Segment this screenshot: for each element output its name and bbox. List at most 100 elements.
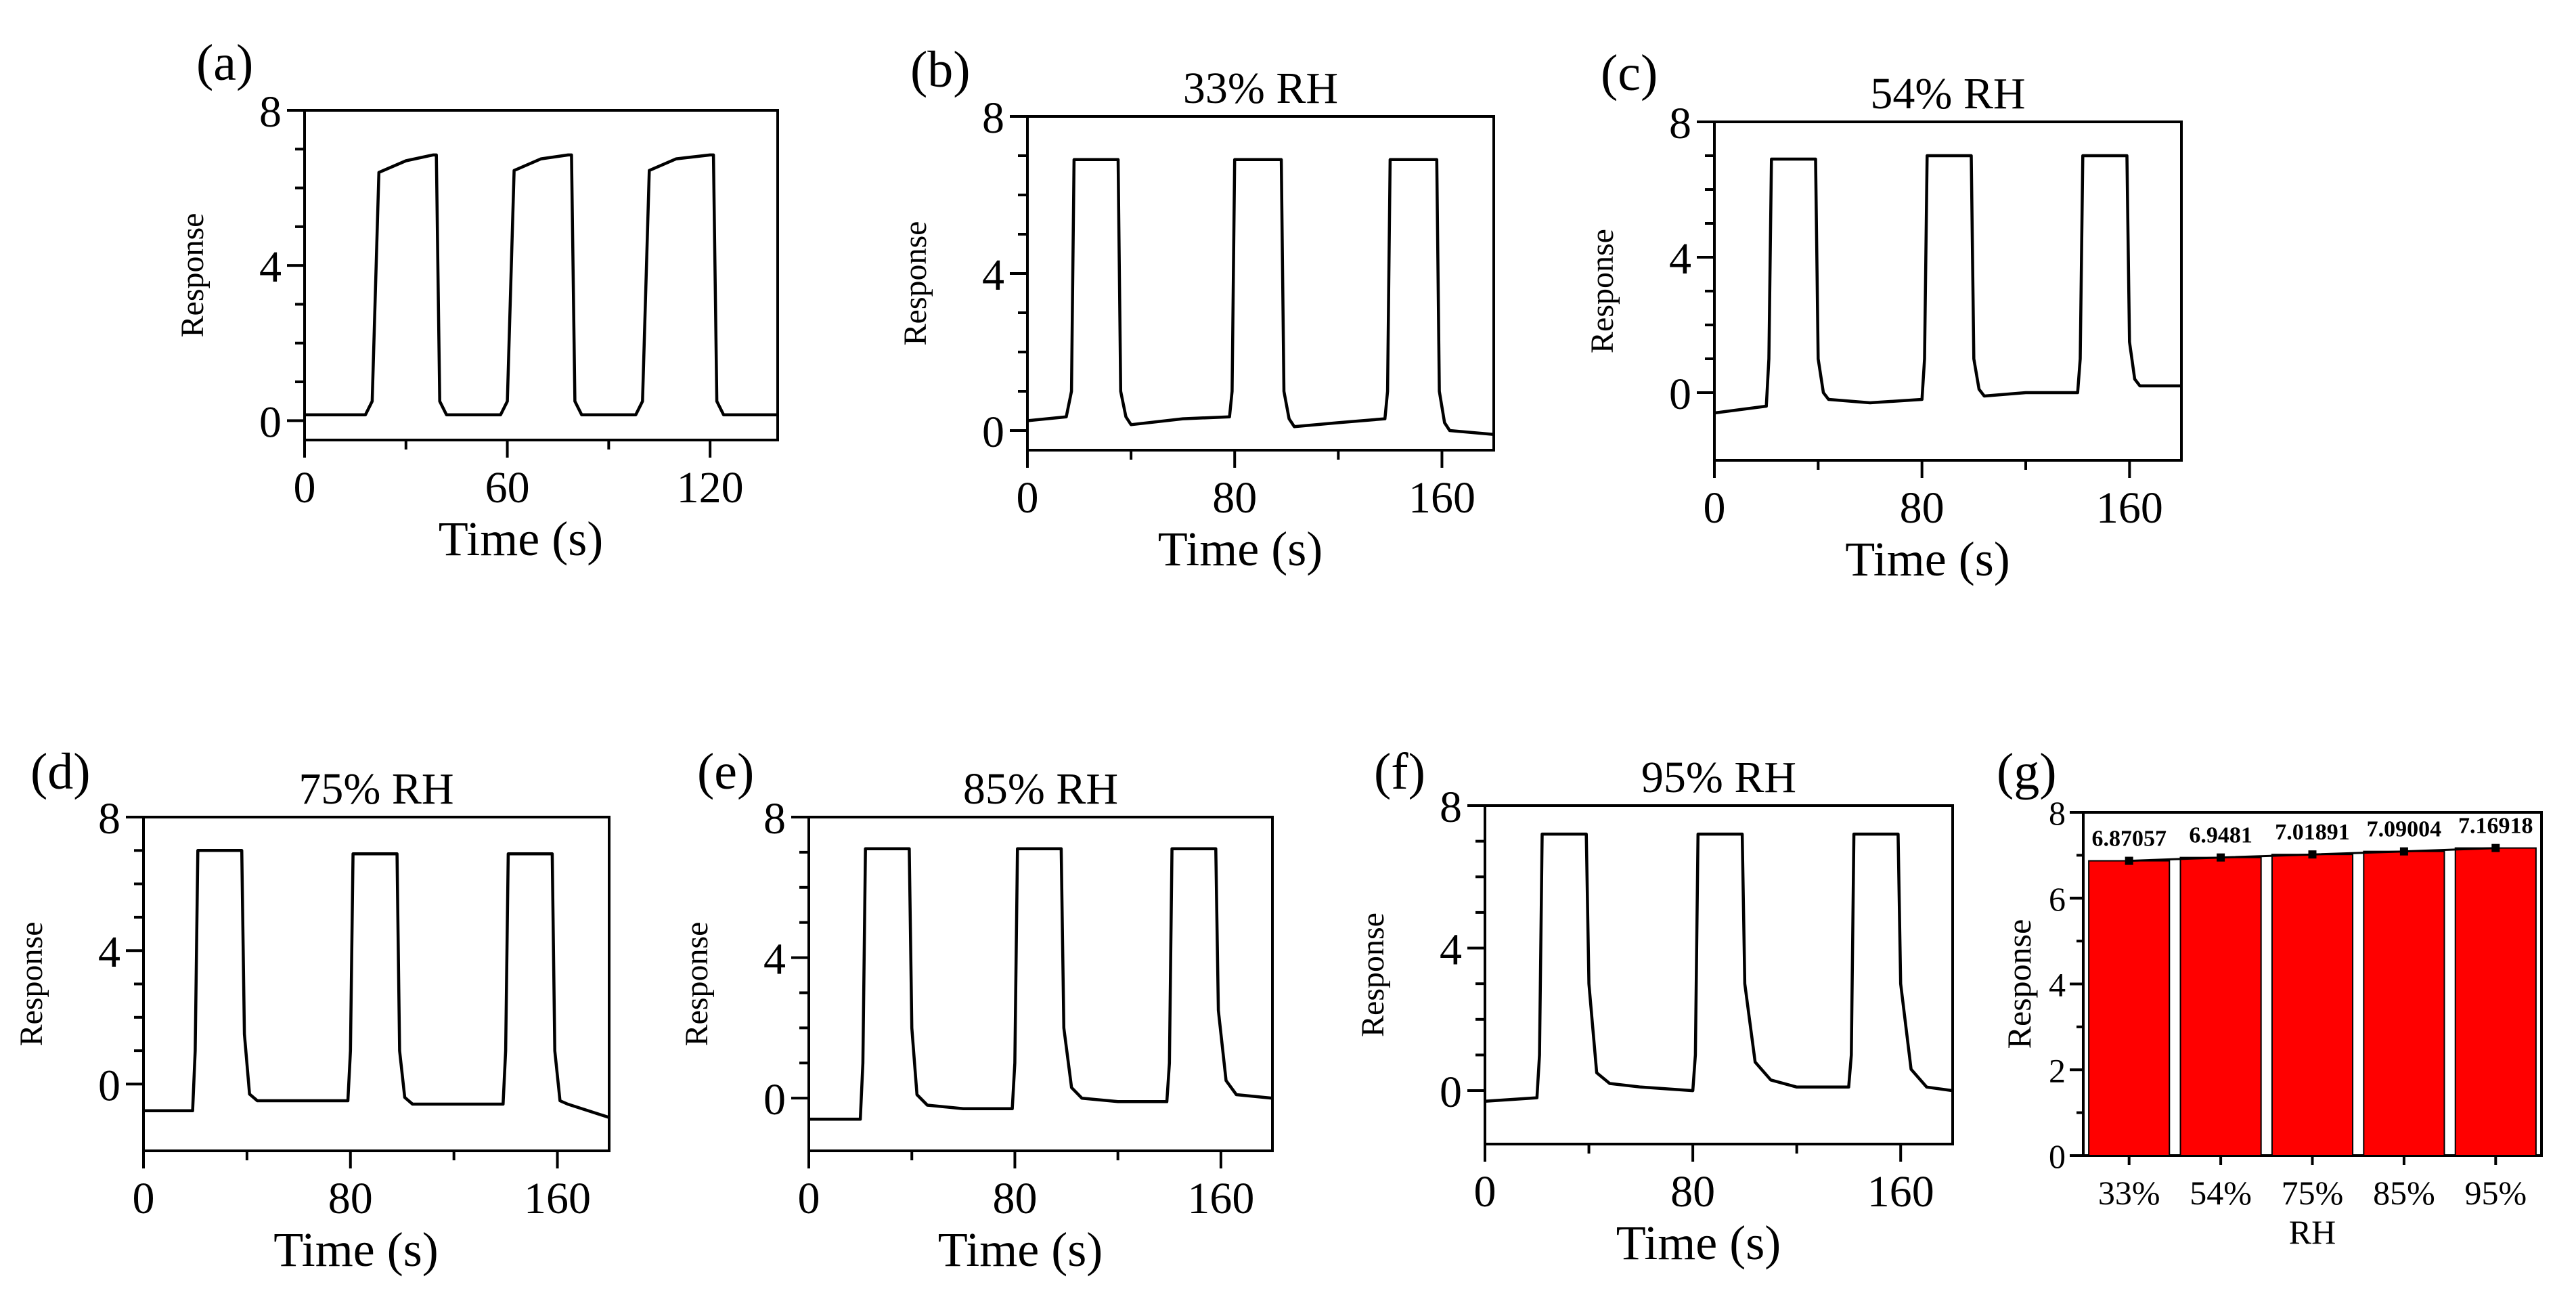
series-line-a [305, 153, 778, 417]
x-axis-label-g: RH [2289, 1213, 2336, 1251]
plot-frame-d [142, 816, 610, 1152]
data-label: 6.87057 [2091, 827, 2167, 852]
y-axis-label-c: Response [1584, 229, 1620, 353]
x-axis-label-f: Time (s) [1616, 1216, 1781, 1270]
x-tick-label-d: 160 [524, 1174, 591, 1223]
y-axis-label-g: Response [2000, 919, 2038, 1049]
x-tick-label-b: 0 [1017, 473, 1039, 523]
x-tick-label-a: 120 [677, 463, 744, 512]
y-tick-label-d: 4 [98, 927, 120, 977]
x-tick-label-g: 85% [2373, 1174, 2435, 1212]
y-tick-label-g: 6 [2049, 880, 2066, 918]
x-tick-label-e: 160 [1187, 1174, 1254, 1223]
bar-85pct [2363, 850, 2445, 1156]
data-label: 7.01891 [2275, 820, 2350, 845]
y-tick-label-g: 2 [2049, 1051, 2066, 1089]
series-line-f [1484, 832, 1953, 1103]
series-line-b [1027, 158, 1494, 437]
y-tick-label-g: 8 [2049, 794, 2066, 832]
x-axis-label-a: Time (s) [439, 512, 603, 566]
data-point-marker [2125, 856, 2133, 865]
panel-label-b: (b) [910, 41, 971, 98]
panel-label-e: (e) [697, 743, 754, 800]
data-point-marker [2399, 847, 2408, 856]
panel-a: (a) 0 4 8 0 60 120 Time (s) Response [175, 35, 779, 566]
x-tick-label-b: 160 [1408, 473, 1475, 523]
data-point-marker [2308, 850, 2317, 859]
y-tick-label-f: 4 [1440, 925, 1462, 975]
x-tick-label-a: 0 [294, 463, 316, 512]
y-tick-label-g: 0 [2049, 1137, 2066, 1175]
x-tick-label-a: 60 [485, 463, 530, 512]
y-tick-label-a: 8 [259, 87, 282, 137]
y-tick-label-f: 0 [1440, 1068, 1462, 1117]
x-tick-label-c: 160 [2096, 483, 2163, 533]
data-point-marker [2217, 853, 2225, 862]
y-tick-label-c: 8 [1669, 99, 1691, 148]
x-tick-label-f: 0 [1474, 1167, 1496, 1217]
bar-95pct [2454, 847, 2537, 1156]
y-tick-label-g: 4 [2049, 966, 2066, 1004]
x-tick-label-e: 80 [992, 1174, 1037, 1223]
y-tick-label-d: 0 [98, 1061, 120, 1110]
y-tick-label-e: 4 [763, 935, 786, 984]
x-tick-label-g: 54% [2190, 1174, 2252, 1212]
panel-label-d: (d) [30, 743, 91, 800]
y-tick-label-c: 4 [1669, 234, 1691, 284]
y-tick-label-e: 8 [763, 794, 786, 843]
series-line-e [809, 847, 1273, 1121]
x-tick-label-c: 80 [1900, 483, 1945, 533]
y-axis-label-a: Response [175, 213, 210, 338]
y-tick-label-b: 0 [982, 408, 1004, 457]
series-line-d [143, 849, 610, 1119]
series-line-c [1714, 154, 2181, 415]
y-axis-label-f: Response [1355, 913, 1391, 1037]
panel-label-c: (c) [1601, 45, 1658, 102]
y-axis-label-e: Response [679, 922, 715, 1047]
panel-label-g: (g) [1997, 743, 2057, 800]
y-tick-label-c: 0 [1669, 370, 1691, 419]
y-tick-label-b: 8 [982, 93, 1004, 143]
x-tick-label-b: 80 [1212, 473, 1257, 523]
x-tick-label-f: 80 [1670, 1167, 1715, 1217]
panel-title-c: 54% RH [1870, 69, 2025, 118]
x-axis-label-b: Time (s) [1158, 522, 1323, 576]
panel-g: (g) 0 2 4 6 8 6.87057 33% 6.9481 54% 7.01891 75% 7.0… [1997, 743, 2543, 1251]
panel-title-b: 33% RH [1183, 64, 1338, 113]
bar-33pct [2088, 860, 2171, 1156]
y-tick-label-a: 4 [259, 242, 282, 292]
y-tick-label-d: 8 [98, 794, 120, 843]
panel-title-d: 75% RH [298, 764, 453, 814]
data-label: 7.16918 [2458, 814, 2533, 839]
plot-frame-f [1484, 804, 1954, 1145]
x-tick-label-g: 33% [2098, 1174, 2160, 1212]
y-tick-label-e: 0 [763, 1075, 786, 1124]
x-axis-label-c: Time (s) [1845, 532, 2009, 586]
data-label: 6.9481 [2189, 823, 2252, 848]
x-axis-label-e: Time (s) [938, 1223, 1103, 1277]
panel-title-f: 95% RH [1641, 753, 1796, 802]
bar-75pct [2271, 854, 2354, 1157]
plot-frame-b [1026, 115, 1495, 452]
y-axis-label-d: Response [14, 922, 49, 1047]
data-point-marker [2491, 843, 2500, 852]
y-axis-label-b: Response [897, 221, 933, 346]
panel-label-f: (f) [1374, 743, 1425, 800]
x-tick-label-f: 160 [1867, 1167, 1934, 1217]
y-tick-label-f: 8 [1440, 783, 1462, 832]
x-tick-label-d: 0 [133, 1174, 155, 1223]
y-tick-label-b: 4 [982, 250, 1004, 300]
x-tick-label-d: 80 [328, 1174, 373, 1223]
x-tick-label-c: 0 [1704, 483, 1726, 533]
x-tick-label-g: 75% [2282, 1174, 2344, 1212]
y-tick-label-a: 0 [259, 397, 282, 447]
x-axis-label-d: Time (s) [273, 1223, 438, 1277]
data-label: 7.09004 [2367, 817, 2442, 842]
x-tick-label-g: 95% [2464, 1174, 2527, 1212]
panel-title-e: 85% RH [963, 764, 1118, 814]
